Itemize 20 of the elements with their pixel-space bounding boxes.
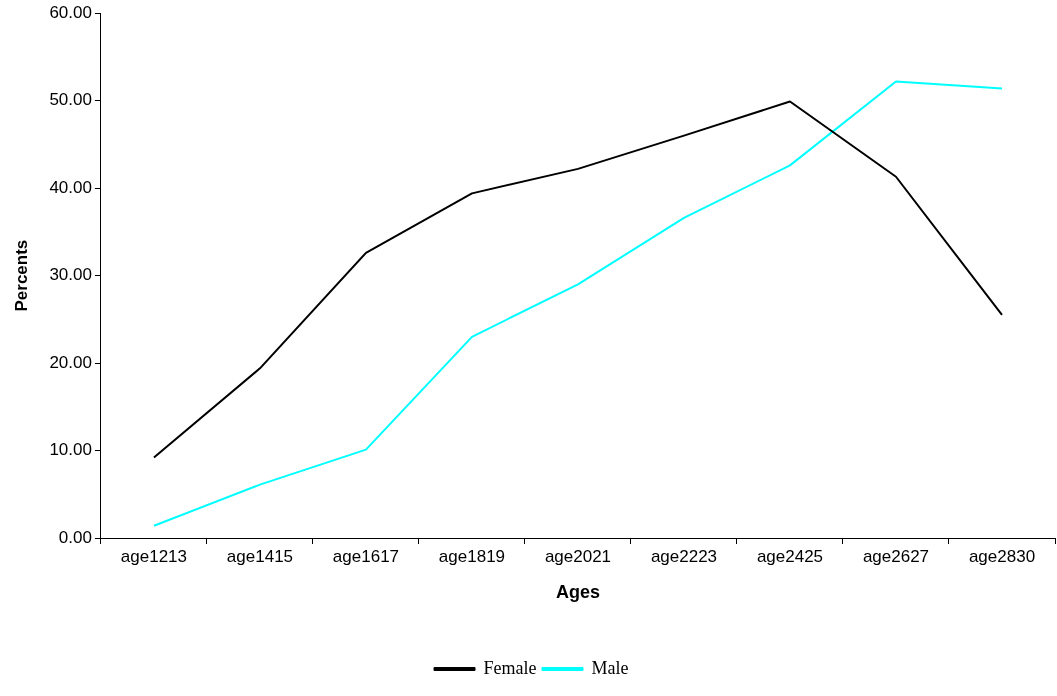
x-tick-label: age1213: [120, 546, 188, 566]
x-tick-label: age2223: [650, 546, 718, 566]
x-axis-title: Ages: [555, 582, 600, 603]
y-tick-label: 0.00: [58, 527, 92, 547]
legend-label: Female: [483, 657, 537, 678]
x-tick-label: age2627: [862, 546, 930, 566]
y-tick-label: 60.00: [49, 2, 92, 22]
x-tick-label: age2021: [544, 546, 612, 566]
legend-label: Male: [591, 657, 629, 678]
y-axis-title: Percents: [11, 239, 31, 312]
x-tick-label: age1415: [226, 546, 294, 566]
x-tick-label: age2830: [968, 546, 1036, 566]
x-tick-label: age1617: [332, 546, 400, 566]
y-tick-label: 10.00: [49, 440, 92, 460]
y-tick-label: 30.00: [49, 265, 92, 285]
y-tick-label: 50.00: [49, 90, 92, 110]
y-tick-label: 20.00: [49, 352, 92, 372]
x-tick-label: age1819: [438, 546, 506, 566]
y-tick-label: 40.00: [49, 177, 92, 197]
x-tick-label: age2425: [756, 546, 824, 566]
